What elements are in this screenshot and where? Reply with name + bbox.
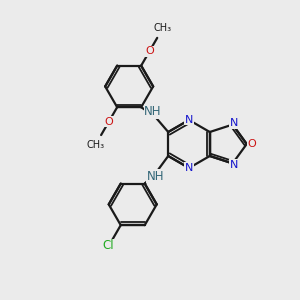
Text: O: O [104,116,113,127]
Text: CH₃: CH₃ [154,23,172,33]
Text: NH: NH [144,105,162,118]
Text: N: N [185,163,193,173]
Text: N: N [230,118,238,128]
Text: Cl: Cl [102,239,114,253]
Text: O: O [248,139,256,149]
Text: O: O [145,46,154,56]
Text: NH: NH [146,170,164,183]
Text: N: N [185,115,193,125]
Text: N: N [230,160,238,170]
Text: CH₃: CH₃ [86,140,104,150]
